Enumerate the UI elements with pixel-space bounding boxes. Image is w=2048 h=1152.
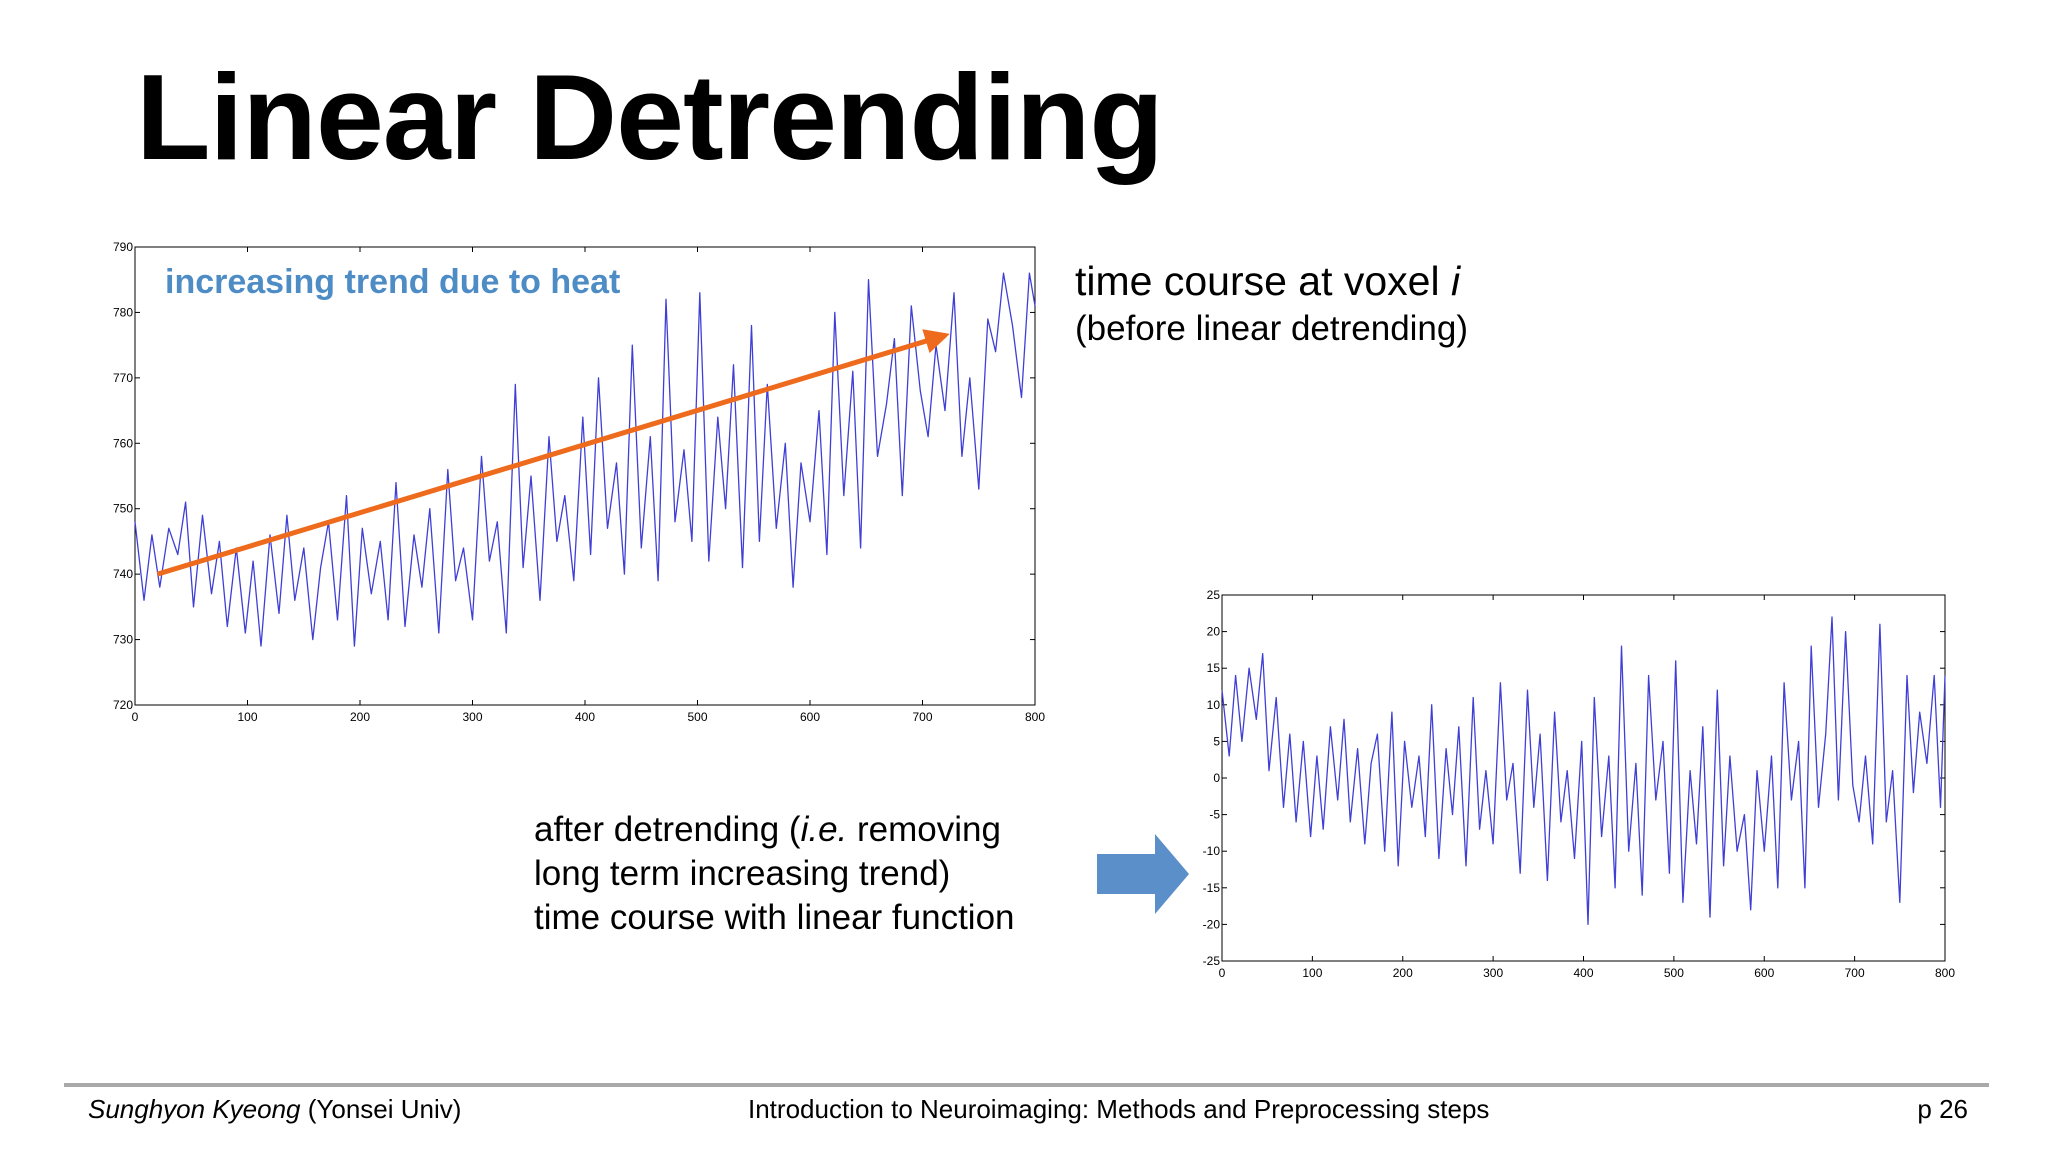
chart1-x-tick-label: 0 bbox=[132, 710, 139, 724]
caption-before-var: i bbox=[1451, 258, 1461, 304]
chart2-x-tick-label: 300 bbox=[1483, 966, 1503, 980]
chart2-series-line bbox=[1221, 616, 1946, 926]
chart1-x-tick-label: 200 bbox=[350, 710, 370, 724]
chart2-x-tick-label: 400 bbox=[1573, 966, 1593, 980]
caption-before-detrending: time course at voxel i (before linear de… bbox=[1075, 256, 1468, 351]
chart1-x-tick-label: 500 bbox=[687, 710, 707, 724]
caption-after-ie: i.e. bbox=[800, 810, 848, 849]
chart1-y-tick-label: 740 bbox=[113, 567, 133, 581]
caption-before-sub: (before linear detrending) bbox=[1075, 309, 1469, 349]
chart2-x-tick-label: 500 bbox=[1664, 966, 1684, 980]
chart1-series-line bbox=[134, 272, 1036, 647]
chart2-x-tick-label: 200 bbox=[1393, 966, 1413, 980]
chart2-y-tick-label: 10 bbox=[1207, 698, 1221, 712]
trend-arrow-icon bbox=[156, 329, 950, 577]
chart-after-detrending: 0 100 200 300 400 500 600 700 800 -25 -20 -15 -10 -5 0… bbox=[1203, 588, 1956, 980]
footer-author-block: Sunghyon Kyeong (Yonsei Univ) bbox=[88, 1094, 461, 1125]
chart1-y-tick-label: 720 bbox=[113, 698, 133, 712]
chart2-y-tick-label: 0 bbox=[1213, 771, 1220, 785]
chart2-y-tick-label: -5 bbox=[1209, 808, 1220, 822]
chart2-y-tick-label: -25 bbox=[1203, 954, 1221, 968]
caption-after-line1a: after detrending ( bbox=[534, 810, 801, 849]
footer-divider bbox=[64, 1083, 1989, 1087]
footer-page-number: p 26 bbox=[1917, 1094, 1968, 1124]
chart2-y-tick-label: -10 bbox=[1203, 844, 1221, 858]
chart-before-detrending: 0 100 200 300 400 500 600 700 800 720 730 740 750 760… bbox=[113, 240, 1045, 724]
chart2-x-tick-label: 700 bbox=[1845, 966, 1865, 980]
chart1-y-tick-label: 750 bbox=[113, 502, 133, 516]
block-arrow-right-icon bbox=[1097, 834, 1189, 914]
chart2-y-tick-label: 25 bbox=[1207, 588, 1221, 602]
chart1-x-tick-label: 400 bbox=[575, 710, 595, 724]
caption-after-line3: time course with linear function bbox=[534, 898, 1015, 937]
chart1-y-tick-label: 770 bbox=[113, 371, 133, 385]
caption-after-detrending: after detrending (i.e. removing long ter… bbox=[534, 808, 1015, 940]
footer-author: Sunghyon Kyeong bbox=[88, 1094, 301, 1124]
chart1-y-tick-label: 780 bbox=[113, 305, 133, 319]
chart1-y-tick-label: 790 bbox=[113, 240, 133, 254]
footer-affiliation: (Yonsei Univ) bbox=[300, 1094, 462, 1124]
chart2-y-tick-label: -20 bbox=[1203, 917, 1221, 931]
chart1-y-tick-label: 760 bbox=[113, 436, 133, 450]
caption-after-line2: long term increasing trend) bbox=[534, 854, 951, 893]
chart2-x-tick-label: 0 bbox=[1219, 966, 1226, 980]
slide-title: Linear Detrending bbox=[136, 49, 1164, 185]
chart1-x-tick-label: 600 bbox=[800, 710, 820, 724]
caption-after-line1b: removing bbox=[847, 810, 1001, 849]
chart1-y-tick-label: 730 bbox=[113, 633, 133, 647]
caption-before-text: time course at voxel bbox=[1075, 258, 1451, 304]
chart2-x-tick-label: 100 bbox=[1302, 966, 1322, 980]
chart1-x-tick-label: 300 bbox=[462, 710, 482, 724]
chart1-x-tick-label: 700 bbox=[912, 710, 932, 724]
chart2-x-tick-label: 600 bbox=[1754, 966, 1774, 980]
chart1-x-tick-label: 800 bbox=[1025, 710, 1045, 724]
chart2-x-tick-label: 800 bbox=[1935, 966, 1955, 980]
chart2-y-tick-label: 20 bbox=[1207, 625, 1221, 639]
trend-annotation: increasing trend due to heat bbox=[165, 263, 620, 301]
chart2-y-tick-label: 5 bbox=[1213, 734, 1220, 748]
chart2-y-tick-label: -15 bbox=[1203, 881, 1221, 895]
footer-course: Introduction to Neuroimaging: Methods an… bbox=[748, 1094, 1490, 1124]
chart1-x-tick-label: 100 bbox=[237, 710, 257, 724]
chart2-y-tick-label: 15 bbox=[1207, 661, 1221, 675]
chart1-plot-frame bbox=[134, 246, 1036, 706]
